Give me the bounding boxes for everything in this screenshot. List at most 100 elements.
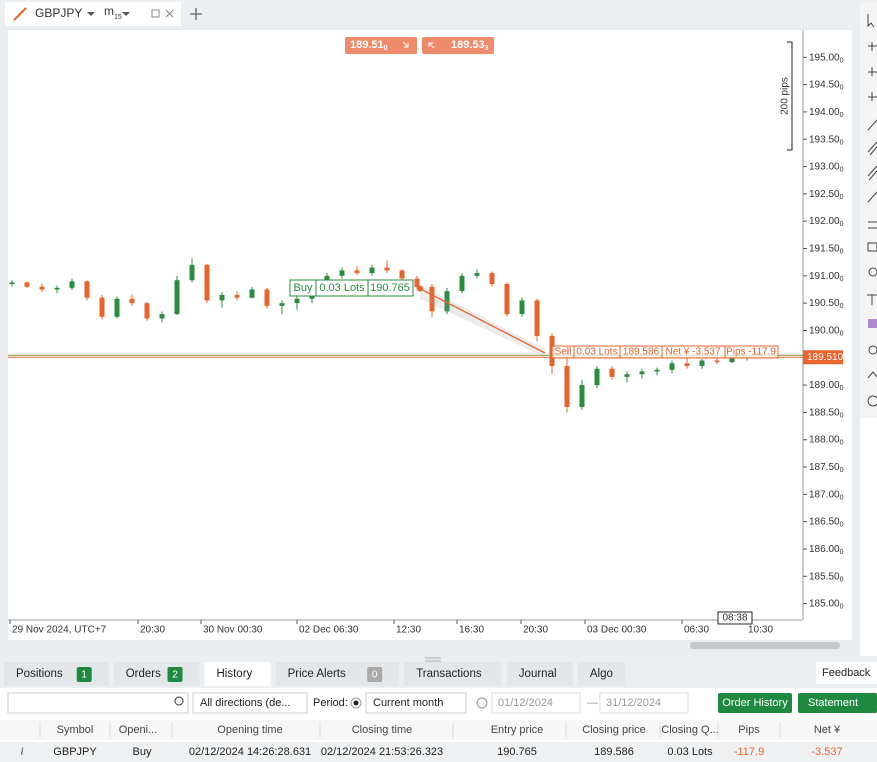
time-label: 16:30 <box>459 625 484 636</box>
toolbar-icons[interactable] <box>867 14 877 407</box>
sell-pips: Pips -117.9 <box>726 347 776 358</box>
to-date[interactable] <box>599 692 689 714</box>
direction-select[interactable] <box>192 692 308 714</box>
time-axis <box>8 620 852 640</box>
radio-range[interactable] <box>476 697 488 709</box>
tab-badge <box>76 667 92 682</box>
candle-body <box>279 303 285 306</box>
tab-label: Journal <box>519 668 557 680</box>
tick-price: 192.00 <box>809 216 840 227</box>
candle-body <box>444 291 450 312</box>
scrollbar[interactable] <box>690 642 840 649</box>
tick-pipette: 0 <box>840 276 844 283</box>
y-tick-label: 185.000 <box>809 598 844 610</box>
tab[interactable] <box>577 662 626 686</box>
close-icon[interactable] <box>165 9 174 18</box>
tab-badge <box>167 667 183 682</box>
search-icon <box>174 696 184 706</box>
trade-line <box>419 288 546 354</box>
candle-body <box>99 297 105 317</box>
cell: 02/12/2024 21:53:26.323 <box>321 746 443 758</box>
candle-body <box>264 289 270 306</box>
period-select[interactable] <box>365 692 467 714</box>
dropdown-arrow[interactable] <box>87 12 95 16</box>
candle-body <box>234 294 240 298</box>
tick-price: 185.00 <box>809 598 840 609</box>
candle-body <box>504 284 510 315</box>
column-header: Closing Q... <box>661 724 718 736</box>
ruler-label: 200 pips <box>780 77 791 115</box>
order-history: Order History <box>722 697 788 709</box>
sell-pipette: 0 <box>384 45 388 52</box>
candle-body <box>309 294 315 299</box>
sell-quote: 189.510 <box>350 39 388 52</box>
table-header <box>0 720 877 740</box>
candle-body <box>369 267 375 274</box>
tab[interactable] <box>113 662 200 686</box>
sell-arrow <box>402 41 409 48</box>
candle-body <box>609 368 615 377</box>
y-tick-label: 190.000 <box>809 325 844 337</box>
cell: -117.9 <box>734 746 764 758</box>
dropdown-arrow[interactable] <box>122 12 130 16</box>
tick-price: 194.50 <box>809 79 840 90</box>
candle-body <box>189 264 195 281</box>
tab[interactable] <box>506 662 573 686</box>
splitter[interactable] <box>425 657 441 662</box>
timeframe[interactable]: m15 <box>104 4 122 21</box>
candle-body <box>24 282 30 287</box>
tick-price: 185.50 <box>809 571 840 582</box>
candle-body <box>54 287 60 290</box>
tab-label: Transactions <box>416 668 482 680</box>
timeframe-main: m <box>104 4 114 18</box>
buy-annotation: Buy 0.03 Lots 190.765 <box>289 279 414 297</box>
feedback-button[interactable] <box>816 662 877 684</box>
tick-pipette: 0 <box>840 522 844 529</box>
time-label: 10:30 <box>748 625 773 636</box>
statement: Statement <box>808 697 858 709</box>
candle-body <box>699 360 705 366</box>
search-box[interactable] <box>7 692 189 714</box>
candle-body <box>114 298 120 317</box>
tick-price: 192.50 <box>809 189 840 200</box>
tick-pipette: 0 <box>840 112 844 119</box>
column-header: Symbol <box>57 724 94 736</box>
candle-body <box>69 281 75 288</box>
tick-price: 188.00 <box>809 434 840 445</box>
cell: GBPJPY <box>53 746 97 758</box>
y-tick-label: 193.500 <box>809 134 844 146</box>
y-tick-label: 195.000 <box>809 52 844 64</box>
tick-pipette: 0 <box>840 330 844 337</box>
tab[interactable] <box>404 662 502 686</box>
tab-count: 0 <box>372 670 378 681</box>
candle-body <box>219 294 225 301</box>
column-header: Net ¥ <box>814 724 841 736</box>
tick-price: 194.00 <box>809 107 840 118</box>
buy-button[interactable] <box>422 37 494 54</box>
buy-arrow <box>428 42 435 49</box>
sell-net: Net ¥ -3.537 <box>665 347 720 358</box>
candle-body <box>174 280 180 315</box>
tick-price: 193.50 <box>809 134 840 145</box>
tab-label: Orders <box>126 668 161 680</box>
candle-body <box>534 300 540 336</box>
sell-lots: 0.03 Lots <box>576 347 617 358</box>
candle-body <box>669 363 675 370</box>
price-label-box <box>803 350 843 365</box>
y-tick-label: 186.500 <box>809 516 844 528</box>
tick-price: 190.50 <box>809 298 840 309</box>
from-date[interactable] <box>491 692 581 714</box>
statement-button[interactable] <box>798 693 877 713</box>
add-tab[interactable] <box>190 8 202 20</box>
tab[interactable] <box>204 662 271 686</box>
timeframe-sub: 15 <box>114 14 122 21</box>
order-history-button[interactable] <box>718 693 792 713</box>
detach-icon[interactable] <box>151 9 160 18</box>
candle-body <box>339 270 345 276</box>
sell-price: 189.586 <box>623 347 660 358</box>
tick-pipette: 0 <box>840 221 844 228</box>
to: 31/12/2024 <box>606 697 661 709</box>
sell-button[interactable] <box>345 37 417 54</box>
tick-price: 191.00 <box>809 270 840 281</box>
